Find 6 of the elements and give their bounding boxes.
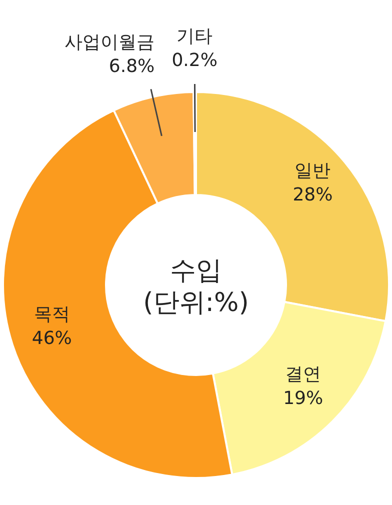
text: (단위:%) [143, 288, 249, 318]
slice-label: 기타 [176, 26, 213, 48]
data-label: 6.8% [108, 56, 155, 77]
data-label: 0.2% [172, 50, 218, 72]
slice-label: 사업이월금 [64, 32, 155, 53]
text: 수입 [170, 256, 222, 286]
